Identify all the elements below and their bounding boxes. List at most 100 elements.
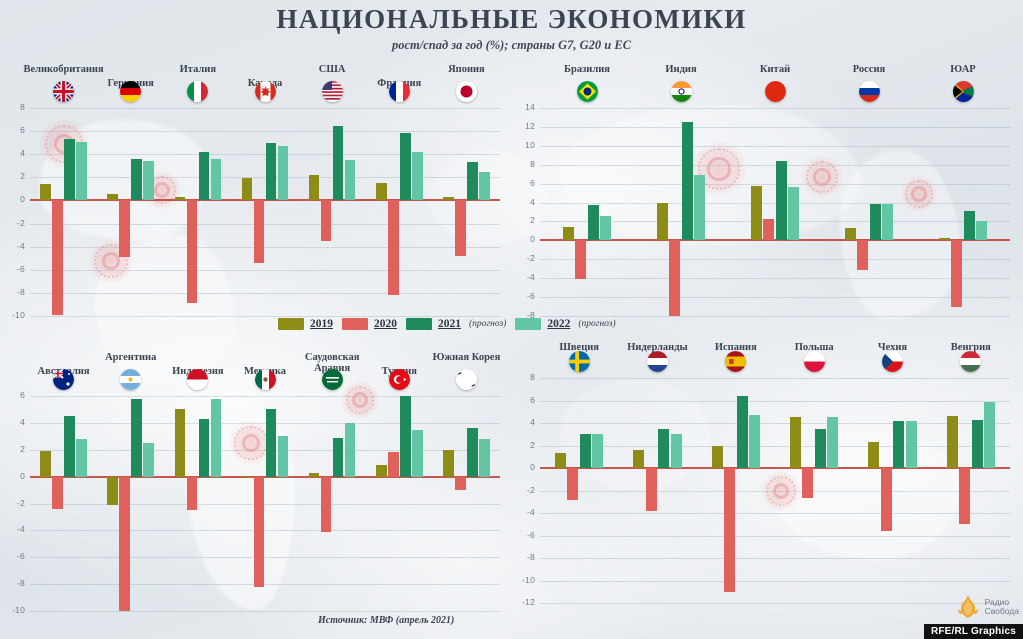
bar-2021 [332,437,344,477]
bar-2021 [579,434,591,468]
russia-flag [858,81,880,102]
gridline [540,423,1010,424]
y-axis-tick-label: 2 [20,171,25,182]
bar-2019 [789,417,801,468]
bar-2020 [880,468,892,531]
gridline [30,584,500,586]
bar-2019 [40,451,51,477]
bar-2022 [210,398,222,477]
legend-item-2022[interactable]: 2022 (прогноз) [515,318,616,330]
bar-2019 [174,196,186,201]
y-axis-tick-label: -6 [527,291,535,302]
country-label: Польша [794,342,834,353]
gridline [30,223,500,225]
bar-2022 [749,415,761,468]
bar-2020 [724,468,736,592]
y-axis-tick-label: 14 [525,102,535,112]
indonesia-flag [187,369,209,390]
germany-flag [120,81,142,102]
bar-2021 [332,126,344,201]
gridline [540,221,1010,223]
y-axis-tick-label: 4 [20,416,25,427]
country-label: США [318,64,346,75]
y-axis-tick-label: 8 [20,102,25,112]
gridline [30,177,500,179]
uk-flag [53,81,75,102]
country-label: Индия [665,64,697,75]
bar-2020 [669,240,681,316]
bar-2022 [76,141,87,201]
virus-decor [88,238,134,284]
y-axis-tick-label: 4 [530,417,535,427]
y-axis-tick-label: 0 [530,234,535,245]
bar-2021 [265,409,277,477]
bar-2021 [64,139,75,201]
bar-2021 [971,419,983,468]
bar-2021 [681,122,693,241]
gridline [540,400,1010,402]
bar-2021 [400,396,411,477]
gridline [540,164,1010,166]
bar-2019 [107,193,118,201]
gridline [540,145,1010,147]
y-axis-tick-label: 0 [20,194,25,205]
y-axis-tick-label: 6 [530,177,535,188]
bar-2022 [788,187,800,241]
bar-2019 [443,196,454,201]
bar-2020 [959,468,971,525]
legend-item-2021[interactable]: 2021 (прогноз) [406,318,506,330]
chart-legend: 2019 2020 2021 (прогноз) 2022 (прогноз) [278,318,616,330]
bar-2020 [763,218,775,241]
country-label: Саудовская Аравия [304,352,360,374]
legend-item-2020[interactable]: 2020 [342,318,397,330]
virus-decor [690,140,748,198]
y-axis-tick-label: -8 [527,552,535,562]
country-label: Венгрия [950,342,991,353]
gridline [540,202,1010,204]
bar-2022 [670,434,682,468]
czech-flag [882,351,903,372]
bar-2020 [567,468,579,500]
bar-2021 [893,420,905,468]
bar-2021 [131,158,142,201]
australia-flag [53,369,75,390]
gridline [540,490,1010,492]
gridline [540,558,1010,559]
legend-note-2022: (прогноз) [578,319,616,329]
france-flag [388,81,410,102]
bar-2021 [814,428,826,468]
country-label: Италия [179,64,217,75]
y-axis-tick-label: -4 [17,524,25,535]
legend-label-2020: 2020 [374,318,397,330]
bar-2019 [750,185,762,241]
china-flag [764,81,786,102]
gridline [540,513,1010,514]
y-axis-tick-label: -10 [12,310,25,320]
y-axis-tick-label: 8 [530,372,535,382]
bar-2022 [882,204,894,241]
bar-2021 [265,142,277,201]
netherlands-flag [647,351,668,372]
bar-2019 [562,227,574,241]
bar-2022 [479,171,490,201]
bar-2022 [277,146,289,201]
chart-eu: 8 6 4 2 0 -2 -4 -6 -8 -10 -12 Швеция Нидерланды Испан… [510,338,1023,618]
bar-2019 [656,202,668,241]
zero-baseline [30,475,500,478]
bar-2022 [600,215,612,241]
legend-item-2019[interactable]: 2019 [278,318,333,330]
bar-2020 [388,200,399,296]
italy-flag [187,81,209,102]
bar-2022 [277,436,289,477]
country-label: Чехия [877,342,908,353]
bar-2021 [467,162,478,201]
flame-icon [956,595,979,618]
bar-2021 [467,428,478,477]
country-label: Япония [448,64,485,75]
legend-swatch-2021 [406,318,432,330]
gridline [30,449,500,451]
bar-2019 [376,183,387,201]
bar-2021 [198,151,210,201]
y-axis-tick-label: 6 [20,125,25,136]
